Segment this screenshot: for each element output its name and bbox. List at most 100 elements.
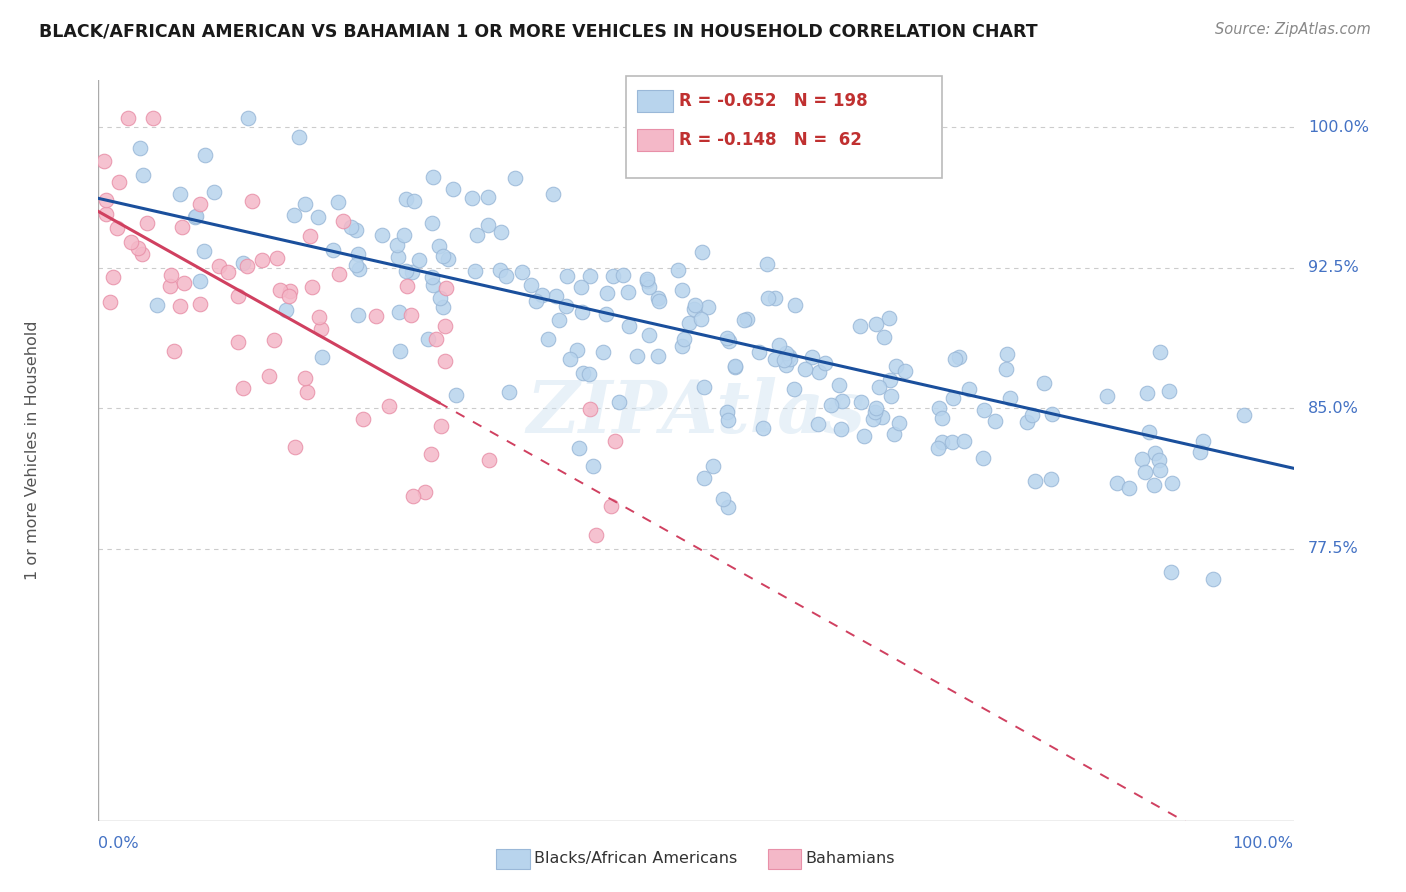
Point: [311, 350, 333, 364]
Point: [636, 274, 658, 288]
Point: [128, 141, 150, 155]
Point: [785, 298, 807, 312]
Point: [717, 500, 740, 515]
Point: [117, 111, 139, 125]
Point: [756, 291, 779, 305]
Point: [735, 312, 758, 326]
Point: [751, 421, 773, 435]
Point: [202, 185, 225, 199]
Point: [495, 268, 517, 283]
Point: [287, 129, 309, 144]
Point: [943, 352, 966, 367]
Point: [879, 373, 901, 387]
Point: [217, 265, 239, 279]
Point: [131, 168, 153, 182]
Point: [1032, 376, 1054, 390]
Point: [887, 416, 910, 430]
Point: [768, 338, 790, 352]
Point: [603, 434, 626, 449]
Point: [136, 216, 159, 230]
Point: [693, 471, 716, 485]
Point: [505, 171, 527, 186]
Point: [872, 329, 894, 343]
Point: [711, 491, 734, 506]
Text: Bahamians: Bahamians: [806, 852, 896, 866]
Point: [188, 274, 211, 288]
Point: [228, 334, 250, 349]
Point: [425, 332, 447, 346]
Point: [571, 304, 593, 318]
Point: [1149, 345, 1171, 359]
Point: [612, 268, 634, 282]
Point: [226, 289, 249, 303]
Point: [941, 434, 963, 449]
Point: [387, 305, 409, 319]
Point: [188, 296, 211, 310]
Point: [352, 412, 374, 426]
Point: [266, 251, 288, 265]
Point: [278, 284, 301, 298]
Point: [422, 278, 444, 293]
Point: [808, 366, 831, 380]
Point: [464, 264, 486, 278]
Point: [607, 395, 630, 409]
Point: [277, 289, 299, 303]
Point: [389, 344, 412, 359]
Point: [346, 308, 368, 322]
Point: [1137, 425, 1160, 439]
Point: [671, 283, 693, 297]
Point: [1130, 452, 1153, 467]
Point: [294, 196, 316, 211]
Point: [877, 310, 900, 325]
Point: [163, 344, 186, 359]
Point: [596, 286, 619, 301]
Point: [1144, 446, 1167, 460]
Point: [572, 366, 595, 380]
Point: [142, 111, 165, 125]
Text: 85.0%: 85.0%: [1308, 401, 1358, 416]
Point: [716, 331, 738, 345]
Point: [928, 401, 950, 416]
Point: [638, 280, 661, 294]
Point: [131, 247, 153, 261]
Text: R = -0.148   N =  62: R = -0.148 N = 62: [679, 131, 862, 149]
Point: [408, 252, 430, 267]
Point: [733, 313, 755, 327]
Point: [460, 190, 482, 204]
Point: [957, 382, 980, 396]
Point: [717, 334, 740, 348]
Point: [1147, 453, 1170, 467]
Point: [259, 368, 281, 383]
Point: [328, 194, 350, 209]
Point: [883, 427, 905, 442]
Point: [370, 228, 392, 243]
Text: Source: ZipAtlas.com: Source: ZipAtlas.com: [1215, 22, 1371, 37]
Point: [801, 350, 824, 364]
Point: [420, 447, 443, 461]
Point: [98, 295, 121, 310]
Point: [159, 279, 181, 293]
Point: [548, 312, 571, 326]
Point: [1118, 481, 1140, 495]
Point: [169, 187, 191, 202]
Point: [183, 211, 205, 225]
Point: [865, 317, 887, 331]
Point: [322, 243, 344, 257]
Point: [690, 244, 713, 259]
Point: [558, 352, 581, 367]
Point: [399, 308, 422, 322]
Point: [186, 209, 208, 223]
Point: [94, 193, 117, 207]
Point: [433, 354, 456, 368]
Point: [1149, 463, 1171, 477]
Point: [240, 194, 263, 209]
Point: [422, 169, 444, 184]
Text: R = -0.652   N = 198: R = -0.652 N = 198: [679, 92, 868, 110]
Point: [689, 311, 711, 326]
Point: [1015, 415, 1038, 429]
Point: [778, 349, 800, 363]
Point: [724, 359, 747, 374]
Point: [702, 458, 724, 473]
Point: [531, 288, 554, 302]
Point: [555, 269, 578, 284]
